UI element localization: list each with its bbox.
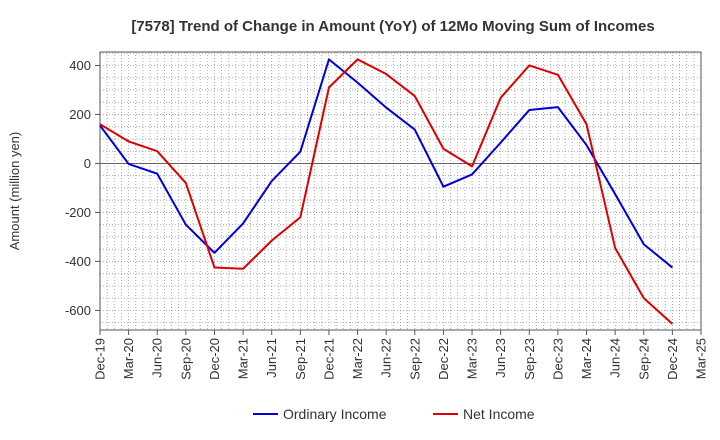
- x-tick-label: Dec-21: [321, 338, 336, 380]
- x-tick-label: Jun-21: [264, 338, 279, 378]
- x-tick-label: Sep-21: [293, 338, 308, 380]
- y-tick-label: 200: [69, 107, 91, 122]
- y-tick-label: -200: [65, 205, 91, 220]
- x-tick-label: Sep-23: [522, 338, 537, 380]
- x-tick-label: Mar-24: [579, 338, 594, 379]
- legend-label-net-income: Net Income: [463, 406, 535, 422]
- x-tick-label: Jun-24: [608, 338, 623, 378]
- legend-label-ordinary-income: Ordinary Income: [283, 406, 387, 422]
- chart-title: [7578] Trend of Change in Amount (YoY) o…: [131, 18, 654, 35]
- x-tick-label: Jun-22: [379, 338, 394, 378]
- grid: [100, 52, 701, 330]
- series-line-ordinary-income: [99, 58, 674, 269]
- y-tick-label: -400: [65, 254, 91, 269]
- y-axis: 400 200 0 -200 -400 -600: [65, 58, 100, 318]
- x-tick-label: Sep-24: [636, 338, 651, 380]
- series-line-net-income: [99, 58, 674, 325]
- x-tick-label: Mar-20: [121, 338, 136, 379]
- x-tick-label: Mar-21: [236, 338, 251, 379]
- x-tick-label: Dec-23: [550, 338, 565, 380]
- x-tick-label: Dec-20: [207, 338, 222, 380]
- x-tick-label: Dec-22: [436, 338, 451, 380]
- plot-area: [99, 51, 702, 331]
- x-axis: Dec-19 Mar-20 Jun-20 Sep-20 Dec-20 Mar-21 Jun-…: [93, 330, 709, 380]
- x-tick-label: Mar-25: [694, 338, 709, 379]
- y-tick-label: 400: [69, 58, 91, 73]
- x-tick-label: Dec-24: [665, 338, 680, 380]
- y-tick-label: 0: [84, 156, 91, 171]
- x-tick-label: Sep-22: [407, 338, 422, 380]
- x-tick-label: Jun-20: [150, 338, 165, 378]
- x-tick-label: Jun-23: [493, 338, 508, 378]
- x-tick-label: Dec-19: [93, 338, 108, 380]
- x-tick-label: Mar-22: [350, 338, 365, 379]
- series-group: [99, 58, 674, 325]
- legend: Ordinary Income Net Income: [253, 406, 535, 422]
- x-tick-label: Mar-23: [465, 338, 480, 379]
- y-tick-label: -600: [65, 303, 91, 318]
- x-tick-label: Sep-20: [178, 338, 193, 380]
- y-axis-label: Amount (million yen): [7, 132, 22, 251]
